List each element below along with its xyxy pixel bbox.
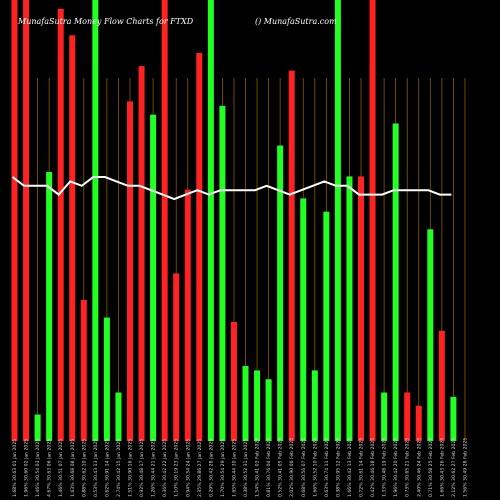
- x-tick-label: 0.42% 30.46 18 Feb 2025: [370, 438, 376, 497]
- x-tick-label: 0.81% 30.76 04 Feb 2025: [266, 438, 272, 497]
- x-tick-label: 2.35% 29.86 27 Jan 2025: [197, 439, 203, 497]
- x-tick-label: 2.74% 30.42 15 Jan 2025: [116, 439, 122, 497]
- bar-up: [265, 379, 272, 441]
- bar-up: [427, 229, 434, 441]
- bar-up: [323, 211, 330, 441]
- bar-up: [381, 392, 388, 441]
- bar-down: [138, 66, 145, 442]
- bar-down: [358, 176, 364, 441]
- bar-up: [103, 317, 110, 441]
- x-tick-label: 0.62% 30.91 14 Jan 2025: [104, 439, 110, 497]
- bar-up: [254, 370, 261, 441]
- bar-down: [415, 405, 422, 441]
- bar-up: [219, 105, 226, 441]
- x-tick-label: 1.51% 30.90 16 Jan 2025: [128, 439, 134, 497]
- x-tick-label: 0.38% 30.95 12 Feb 2025: [335, 438, 341, 497]
- bar-up: [392, 123, 399, 441]
- chart-title: MunafaSutra Money Flow Charts for FTXD: [18, 17, 194, 26]
- bar-up: [334, 0, 341, 441]
- bar-down: [404, 392, 411, 441]
- bar-up: [277, 145, 284, 441]
- x-tick-label: 2.12% 30.62 27 Feb 2025: [451, 438, 457, 497]
- x-tick-label: 1.63% 30.68 08 Jan 2025: [70, 439, 76, 497]
- x-tick-label: 0.38% 30.52 31 Jan 2025: [243, 439, 249, 497]
- bar-up: [150, 114, 157, 441]
- bar-down: [23, 0, 30, 441]
- bars: [11, 0, 457, 442]
- x-tick-label: 1.70% 30.54 29 Jan 2025: [220, 439, 226, 497]
- x-tick-label: 0.52% 30.41 05 Feb 2025: [278, 438, 284, 497]
- x-tick-label: 0.92% 30.48 17 Jan 2025: [139, 439, 145, 497]
- x-tick-label: 0.71% 30.58 25 Feb 2025: [428, 438, 434, 497]
- bar-down: [80, 299, 87, 441]
- bar-down: [196, 52, 203, 442]
- bar-down: [127, 101, 133, 442]
- x-tick-label: 2.40% 30.46 24 Feb 2025: [416, 438, 422, 497]
- bar-up: [207, 0, 214, 441]
- x-tick-label: 1.46% 30.54 03 Jan 2025: [35, 439, 41, 497]
- bar-down: [11, 0, 18, 441]
- bar-down: [369, 0, 376, 441]
- x-tick-label: 4.67% 30.63 06 Jan 2025: [47, 439, 53, 497]
- money-flow-line: [11, 176, 452, 201]
- x-tick-label: 1.96% 30.60 02 Jan 2025: [24, 439, 30, 497]
- x-tick-label: 1.33% 30.48 19 Feb 2025: [382, 438, 388, 497]
- x-tick-label: 1.68% 30.63 01 Jan 2025: [12, 439, 18, 497]
- bar-down: [173, 273, 180, 441]
- bar-up: [242, 366, 249, 441]
- bar-down: [161, 0, 168, 441]
- bar-down: [438, 330, 445, 441]
- bar-up: [300, 198, 307, 441]
- x-tick-label: 0.73% 30.65 21 Feb 2025: [405, 438, 411, 497]
- x-tick-label: 1.66% 30.52 10 Feb 2025: [312, 438, 318, 497]
- x-tick-label: 1.26% 30.44 21 Jan 2025: [151, 439, 157, 497]
- x-tick-label: 1.66% 30.43 26 Feb 2025: [439, 438, 445, 497]
- bar-up: [92, 0, 99, 441]
- bar-up: [46, 171, 53, 442]
- money-flow-line-group: [11, 176, 452, 201]
- site-credit: () MunafaSutra.com: [255, 17, 337, 26]
- x-tick-label: 1.66% 30.42 13 Feb 2025: [347, 438, 353, 497]
- bar-up: [346, 176, 353, 441]
- bar-down: [57, 8, 64, 441]
- x-tick-label: 1.56% 30.49 28 Feb 2025: [462, 438, 468, 497]
- x-tick-label: 1.54% 30.41 03 Feb 2025: [255, 438, 261, 497]
- bar-down: [184, 189, 191, 441]
- bar-down: [288, 70, 295, 441]
- x-tick-label: 1.96% 30.42 20 Feb 2025: [393, 438, 399, 497]
- bar-up: [115, 392, 122, 441]
- x-tick-label: 2.02% 30.90 06 Feb 2025: [289, 438, 295, 497]
- x-tick-label: 0.29% 30.42 28 Jan 2025: [208, 439, 214, 497]
- bar-up: [34, 414, 41, 441]
- x-axis-tick-labels: 1.68% 30.63 01 Jan 2025 1.96% 30.60 02 Ja…: [12, 438, 468, 497]
- bar-down: [69, 35, 76, 441]
- x-tick-label: 0.68% 30.56 07 Feb 2025: [301, 438, 307, 497]
- bar-up: [311, 370, 318, 441]
- x-tick-label: 1.10% 30.19 23 Jan 2025: [174, 439, 180, 497]
- x-tick-label: 0.94% 30.54 24 Jan 2025: [185, 439, 191, 497]
- x-tick-label: 1.46% 30.51 07 Jan 2025: [58, 439, 64, 497]
- x-tick-label: 0.63% 30.74 11 Feb 2025: [324, 438, 330, 497]
- x-tick-label: 0.53% 30.43 13 Jan 2025: [93, 439, 99, 497]
- x-tick-label: 0.36% 30.42 22 Jan 2025: [162, 439, 168, 497]
- x-tick-label: 0.88% 30.62 10 Jan 2025: [81, 439, 87, 497]
- bar-up: [450, 396, 457, 441]
- x-tick-label: 0.72% 30.61 14 Feb 2025: [359, 438, 365, 497]
- x-tick-label: 1.65% 30.44 30 Jan 2025: [231, 439, 237, 497]
- bar-down: [230, 321, 237, 441]
